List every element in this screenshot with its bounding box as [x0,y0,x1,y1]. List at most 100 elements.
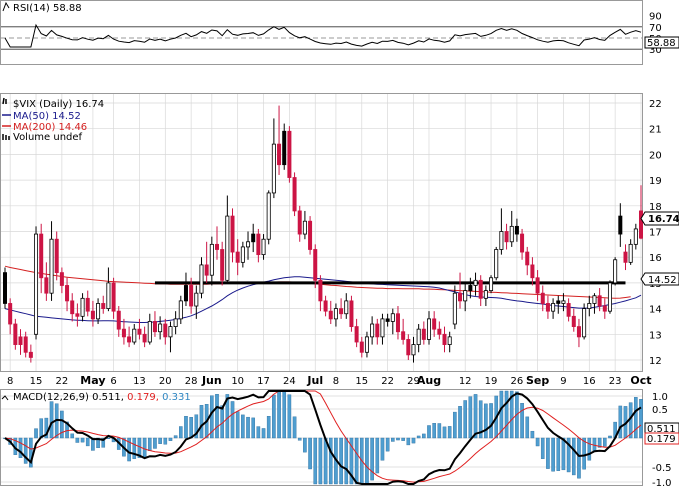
last-price-box [640,211,679,226]
candle [638,185,644,240]
candle-body [230,215,235,253]
rsi-tick-label: 70 [649,23,662,34]
x-tick-label: 17 [257,376,270,387]
candle [13,318,18,350]
candle [370,316,375,345]
macd-histogram-bar [323,437,328,485]
candle [90,300,95,327]
candle [576,318,581,348]
x-tick-label: 22 [56,376,69,387]
candle [344,293,349,319]
candle [602,298,607,319]
rsi-legend: RSI(14) 58.88 [13,3,82,14]
candle [597,288,602,312]
candle-body [328,310,333,320]
candle-body [194,292,199,307]
macd-histogram-bar [478,400,483,439]
candle-body [28,351,33,358]
macd-legend-signal: 0.179, [127,392,159,403]
candle [101,295,106,314]
candle [623,244,628,271]
macd-histogram-bar [561,437,566,471]
candle [261,234,266,260]
candle-body [214,243,220,250]
candle-body [163,323,168,338]
macd-histogram-bar [489,403,493,439]
candle-body [246,241,251,248]
x-tick-label: Jul [306,374,323,387]
candle-body [132,328,137,343]
candle [364,331,369,358]
x-tick-label: 15 [30,376,43,387]
macd-histogram-bar [354,437,359,485]
price-tick-label: 20 [649,150,662,161]
candle [426,311,432,345]
x-tick-label: 15 [355,376,368,387]
candle [509,210,514,247]
rsi-tick-label: 90 [649,12,662,23]
candle-body [183,285,188,302]
candle-body [483,290,488,299]
candle [463,282,468,312]
candle [137,318,142,340]
candle-body [504,231,509,243]
macd-histogram-bar [427,425,431,439]
candle-body [375,323,380,338]
candle [354,318,359,348]
macd-histogram-bar [23,437,28,464]
candle-body [101,303,106,309]
macd-histogram-bar [39,418,43,439]
macd-histogram-bar [235,411,240,439]
candle [328,300,333,325]
macd-histogram-bar [318,437,323,485]
candle-body [597,295,602,307]
price-panel-frame [0,93,643,372]
candle-body [380,318,385,338]
candle [566,298,571,322]
candle-body [147,321,152,343]
candle-body [261,238,266,256]
candle-body [2,272,8,304]
candle [240,241,245,268]
candle-body [587,303,592,309]
candle [458,272,463,309]
price-tick-label: 14 [649,305,662,316]
rsi-tick-label: 30 [649,45,662,56]
candle-body [59,272,64,286]
macd-histogram-bar [349,437,354,485]
macd-histogram-bar [375,437,380,474]
candle [178,295,183,325]
candle-body [359,341,364,353]
macd-histogram-bar [504,390,509,439]
candle-body [354,326,359,343]
candle [251,223,256,253]
macd-histogram-bar [344,437,349,485]
x-tick-label: Sep [526,374,549,387]
macd-histogram-bar [639,399,643,439]
volume-legend-icon [2,134,10,140]
candle-body [18,336,23,345]
candle-body [111,282,116,312]
candle-body [90,310,95,320]
rsi-legend-icon [2,1,10,12]
macd-histogram-bar [75,437,80,443]
macd-histogram-bar [520,403,524,439]
candle [147,313,152,345]
candle-body [13,323,18,345]
macd-histogram-bar [132,437,137,459]
candle [152,311,157,337]
candle [447,331,452,353]
candle-body [633,228,638,245]
candle [401,318,406,345]
candle [545,295,550,319]
candle [106,267,111,312]
candle-body [494,249,499,279]
candle [292,172,297,217]
macd-histogram-bar [147,437,152,451]
candle-body [401,331,406,340]
candle-body [628,243,633,263]
candle [385,313,390,327]
candle [535,270,540,301]
candle [256,228,261,263]
